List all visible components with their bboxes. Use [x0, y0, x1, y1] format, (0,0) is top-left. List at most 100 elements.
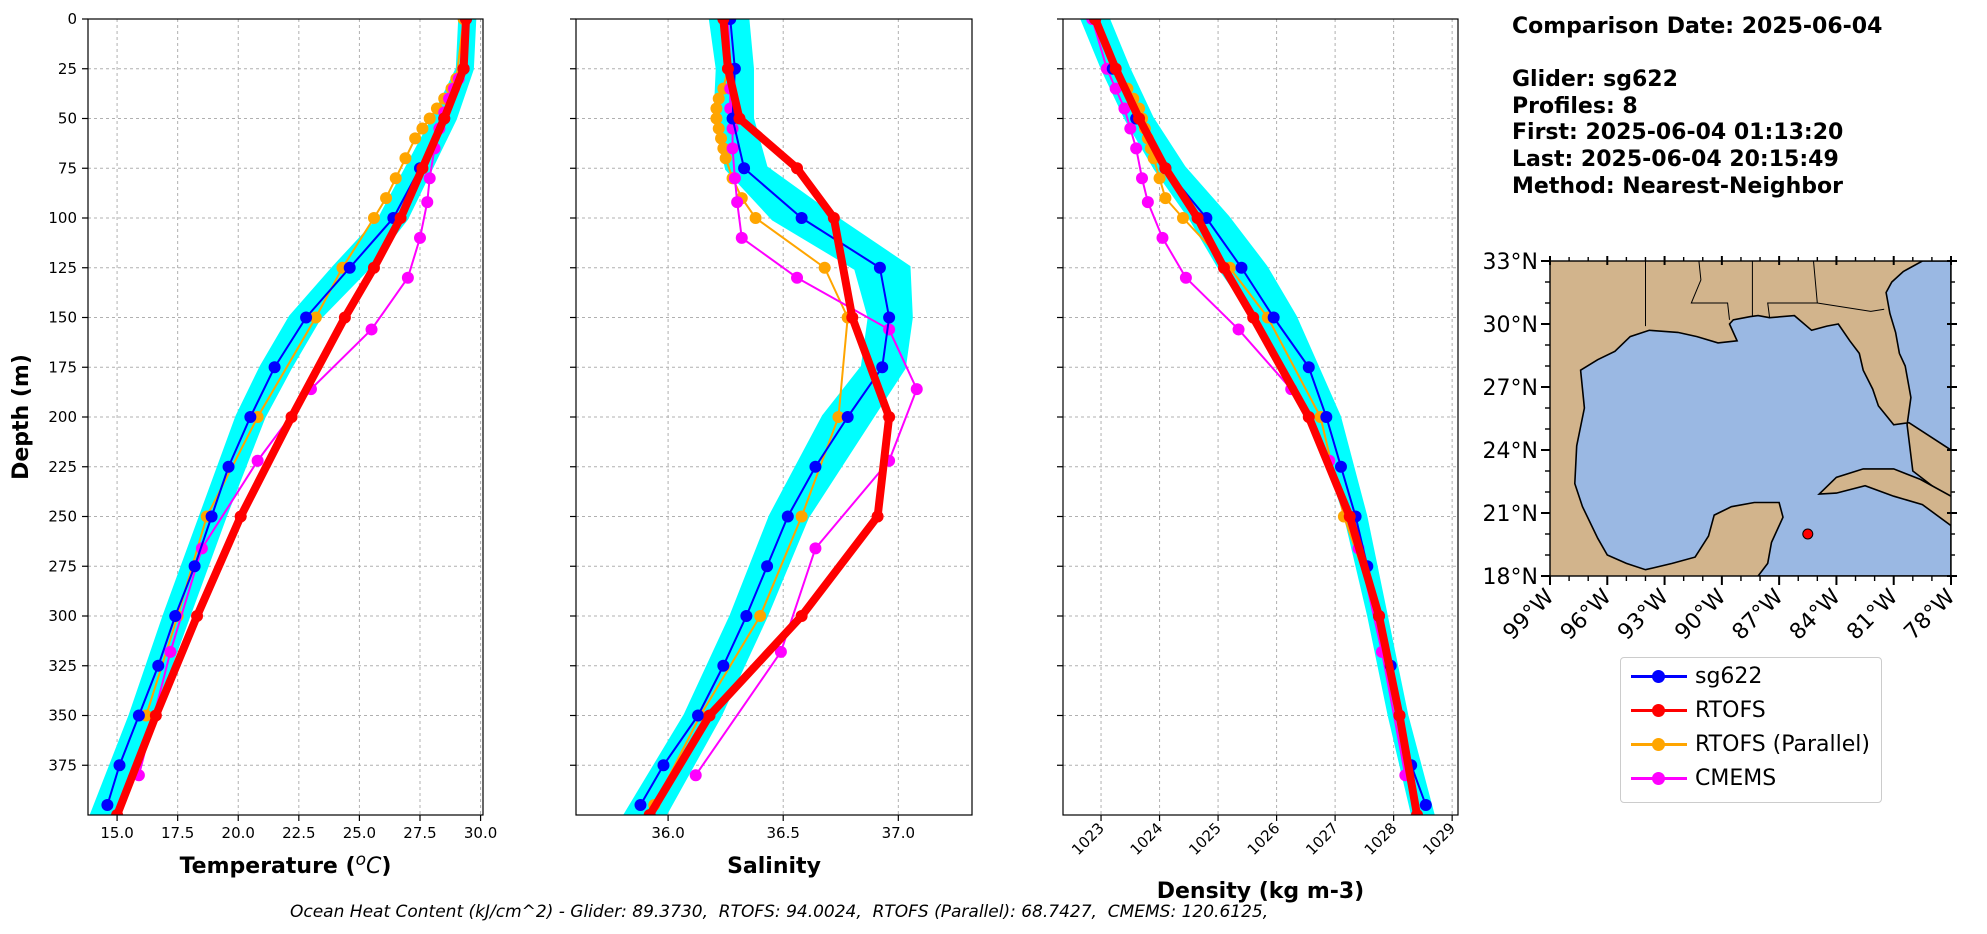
y-tick-label: 100: [48, 209, 77, 227]
y-tick-label: 125: [48, 259, 77, 277]
data-point: [389, 172, 402, 185]
first-time: First: 2025-06-04 01:13:20: [1512, 120, 1844, 146]
data-point: [309, 311, 322, 324]
data-point: [416, 162, 429, 175]
data-point: [1118, 102, 1131, 115]
data-point: [222, 460, 235, 473]
x-tick-label: 1026: [1244, 819, 1284, 859]
data-point: [791, 271, 804, 284]
x-tick-label: 37.0: [882, 824, 915, 842]
data-point: [809, 542, 822, 555]
data-point: [234, 510, 247, 523]
data-point: [380, 192, 393, 205]
x-tick-label: 36.0: [651, 824, 684, 842]
data-point: [343, 261, 356, 274]
data-point: [1217, 261, 1230, 274]
data-point: [1191, 212, 1204, 224]
data-point: [883, 311, 896, 324]
map-y-tick-label: 27°N: [1483, 376, 1538, 401]
data-point: [910, 383, 923, 396]
data-point: [715, 132, 728, 145]
map-x-tick-label: 93°W: [1613, 584, 1674, 645]
data-point: [791, 162, 804, 175]
map-y-tick-label: 24°N: [1483, 439, 1538, 464]
map-x-tick-label: 84°W: [1785, 584, 1846, 645]
data-point: [101, 799, 114, 812]
location-map: 99°W96°W93°W90°W87°W84°W81°W78°W 33°N 30°N…: [1483, 250, 1961, 645]
x-tick-label: 1029: [1419, 819, 1459, 859]
data-point: [721, 62, 734, 75]
legend: sg622 RTOFS RTOFS (Parallel) CMEMS: [1620, 657, 1882, 803]
data-point: [1109, 82, 1122, 95]
data-point: [423, 112, 436, 125]
data-point: [710, 112, 723, 125]
legend-label: sg622: [1695, 664, 1763, 689]
data-point: [1334, 460, 1347, 473]
data-point: [1267, 311, 1280, 324]
x-tick-label: 20.0: [222, 824, 255, 842]
data-point: [876, 361, 889, 374]
y-tick-label: 75: [58, 159, 77, 177]
map-x-tick-label: 87°W: [1728, 584, 1789, 645]
x-axis-label: Salinity: [727, 854, 821, 879]
data-point: [719, 152, 732, 165]
data-point: [657, 759, 670, 772]
data-point: [1159, 162, 1172, 175]
comparison-date: Comparison Date: 2025-06-04: [1512, 14, 1883, 39]
data-point: [1343, 510, 1356, 523]
data-point: [795, 212, 808, 224]
glider-location-marker: [1802, 528, 1814, 540]
data-point: [1320, 411, 1333, 423]
data-point: [365, 323, 378, 336]
data-point: [149, 709, 162, 722]
data-point: [1133, 112, 1146, 125]
data-point: [300, 311, 313, 324]
temperature-panel: 0 25 50 75 100 125 150 175 200 225 250 275 300 325 350…: [9, 10, 497, 879]
data-point: [1411, 809, 1424, 815]
data-point: [1247, 311, 1260, 324]
map-x-tick-label: 90°W: [1670, 584, 1731, 645]
data-point: [421, 196, 434, 209]
data-point: [795, 610, 808, 622]
data-point: [774, 645, 787, 658]
salinity-panel: 36.0 36.5 37.0 Salinity: [570, 18, 973, 879]
state-border: [1690, 261, 1730, 320]
grid: [576, 18, 972, 815]
method: Method: Nearest-Neighbor: [1512, 173, 1843, 199]
data-point: [205, 510, 218, 523]
x-tick-label: 30.0: [464, 824, 497, 842]
data-point: [781, 510, 794, 523]
x-tick-label: 1024: [1127, 819, 1167, 859]
data-point: [285, 411, 298, 423]
data-point: [169, 610, 182, 622]
y-tick-label: 175: [48, 358, 77, 376]
y-tick-label: 350: [48, 707, 77, 725]
legend-label: RTOFS: [1695, 698, 1766, 723]
profile-count: Profiles: 8: [1512, 93, 1638, 119]
data-point: [1393, 709, 1406, 722]
data-point: [1302, 361, 1315, 374]
data-point: [152, 659, 165, 672]
data-point: [457, 62, 470, 75]
legend-marker: [1652, 704, 1665, 717]
series-line: [1091, 19, 1421, 815]
data-point: [717, 19, 730, 25]
data-point: [703, 709, 716, 722]
x-tick-label: 17.5: [161, 824, 194, 842]
data-point: [1419, 799, 1432, 812]
data-point: [726, 142, 739, 155]
data-point: [367, 261, 380, 274]
map-y-tick-label: 18°N: [1483, 565, 1538, 590]
y-axis-label: Depth (m): [9, 354, 34, 480]
x-tick-label: 22.5: [282, 824, 315, 842]
y-tick-label: 200: [48, 408, 77, 426]
series-rtofs: [643, 19, 896, 815]
data-point: [795, 510, 808, 523]
data-point: [643, 809, 656, 815]
data-point: [710, 102, 723, 115]
y-tick-label: 0: [67, 10, 77, 28]
data-point: [401, 271, 414, 284]
comparison-info: Comparison Date: 2025-06-04 Glider: sg62…: [1512, 14, 1882, 200]
data-point: [873, 261, 886, 274]
